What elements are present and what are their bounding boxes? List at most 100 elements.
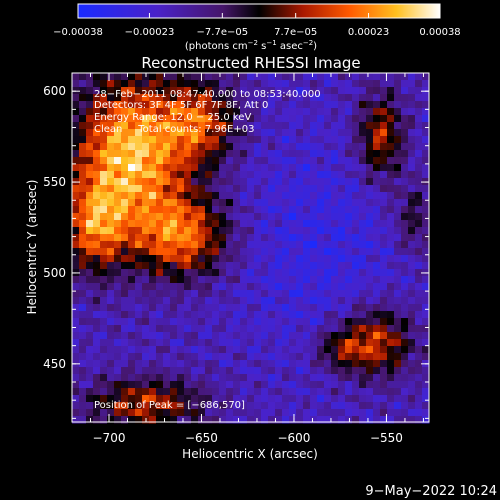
heatmap-pixel [247, 73, 255, 81]
heatmap-pixel [324, 94, 332, 102]
heatmap-pixel [149, 241, 157, 249]
heatmap-pixel [128, 255, 136, 263]
heatmap-pixel [156, 185, 164, 193]
heatmap-pixel [268, 290, 276, 298]
heatmap-pixel [86, 234, 94, 242]
heatmap-pixel [233, 192, 241, 200]
heatmap-pixel [387, 206, 395, 214]
heatmap-pixel [331, 157, 339, 165]
heatmap-pixel [387, 227, 395, 235]
heatmap-pixel [380, 80, 388, 88]
heatmap-pixel [338, 185, 346, 193]
heatmap-pixel [254, 332, 262, 340]
heatmap-pixel [156, 269, 164, 277]
heatmap-pixel [352, 367, 360, 375]
heatmap-pixel [303, 290, 311, 298]
heatmap-pixel [415, 262, 423, 270]
heatmap-pixel [142, 150, 150, 158]
heatmap-pixel [394, 136, 402, 144]
heatmap-pixel [128, 283, 136, 291]
heatmap-pixel [359, 304, 367, 312]
heatmap-pixel [296, 325, 304, 333]
heatmap-pixel [114, 178, 122, 186]
heatmap-pixel [156, 353, 164, 361]
heatmap-pixel [289, 248, 297, 256]
heatmap-pixel [170, 311, 178, 319]
heatmap-pixel [86, 73, 94, 81]
heatmap-pixel [324, 339, 332, 347]
heatmap-pixel [338, 143, 346, 151]
heatmap-pixel [275, 129, 283, 137]
heatmap-pixel [233, 73, 241, 81]
heatmap-pixel [289, 129, 297, 137]
heatmap-pixel [72, 276, 80, 284]
heatmap-pixel [177, 94, 185, 102]
heatmap-pixel [142, 255, 150, 263]
heatmap-pixel [121, 395, 129, 403]
heatmap-pixel [79, 416, 87, 424]
heatmap-pixel [380, 283, 388, 291]
heatmap-pixel [226, 122, 234, 130]
heatmap-pixel [303, 255, 311, 263]
heatmap-pixel [135, 381, 143, 389]
heatmap-pixel [128, 185, 136, 193]
heatmap-pixel [310, 283, 318, 291]
heatmap-pixel [135, 360, 143, 368]
heatmap-pixel [142, 248, 150, 256]
heatmap-pixel [282, 381, 290, 389]
heatmap-pixel [149, 87, 157, 95]
heatmap-pixel [408, 339, 416, 347]
heatmap-pixel [275, 248, 283, 256]
heatmap-pixel [296, 297, 304, 305]
heatmap-pixel [415, 234, 423, 242]
heatmap-pixel [268, 101, 276, 109]
heatmap-pixel [331, 374, 339, 382]
heatmap-pixel [422, 171, 430, 179]
heatmap-pixel [324, 80, 332, 88]
heatmap-pixel [324, 143, 332, 151]
heatmap-pixel [310, 122, 318, 130]
heatmap-pixel [142, 101, 150, 109]
heatmap-pixel [254, 255, 262, 263]
heatmap-pixel [373, 115, 381, 123]
heatmap-pixel [310, 269, 318, 277]
heatmap-pixel [114, 360, 122, 368]
heatmap-pixel [345, 115, 353, 123]
heatmap-pixel [345, 178, 353, 186]
heatmap-pixel [177, 192, 185, 200]
heatmap-pixel [177, 339, 185, 347]
heatmap-pixel [198, 213, 206, 221]
heatmap-pixel [338, 248, 346, 256]
heatmap-pixel [191, 339, 199, 347]
heatmap-pixel [184, 206, 192, 214]
heatmap-pixel [93, 353, 101, 361]
heatmap-pixel [100, 374, 108, 382]
heatmap-pixel [177, 234, 185, 242]
heatmap-pixel [212, 80, 220, 88]
heatmap-pixel [394, 255, 402, 263]
heatmap-pixel [275, 409, 283, 417]
heatmap-pixel [212, 360, 220, 368]
heatmap-pixel [422, 283, 430, 291]
heatmap-pixel [317, 185, 325, 193]
heatmap-pixel [352, 325, 360, 333]
heatmap-pixel [352, 360, 360, 368]
heatmap-pixel [163, 101, 171, 109]
heatmap-pixel [387, 199, 395, 207]
heatmap-pixel [212, 409, 220, 417]
heatmap-pixel [72, 353, 80, 361]
heatmap-pixel [366, 248, 374, 256]
heatmap-pixel [331, 297, 339, 305]
heatmap-pixel [352, 129, 360, 137]
heatmap-pixel [184, 101, 192, 109]
annotation-time: 28−Feb−2011 08:47:40.000 to 08:53:40.000 [94, 89, 321, 100]
heatmap-pixel [345, 360, 353, 368]
heatmap-pixel [380, 255, 388, 263]
heatmap-pixel [268, 220, 276, 228]
heatmap-pixel [149, 171, 157, 179]
heatmap-pixel [233, 206, 241, 214]
heatmap-pixel [261, 101, 269, 109]
heatmap-pixel [219, 150, 227, 158]
heatmap-pixel [247, 171, 255, 179]
heatmap-pixel [233, 395, 241, 403]
